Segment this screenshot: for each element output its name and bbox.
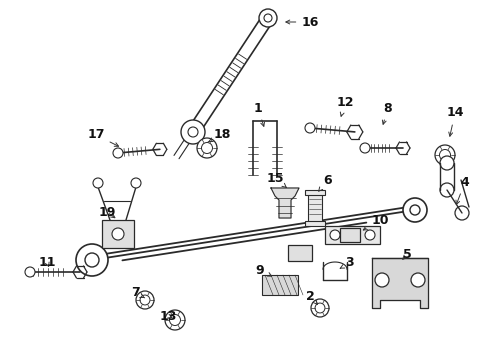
Text: 5: 5 <box>402 248 410 261</box>
Circle shape <box>314 303 325 313</box>
Circle shape <box>181 120 204 144</box>
Circle shape <box>169 315 180 325</box>
Circle shape <box>85 253 99 267</box>
Text: 7: 7 <box>130 287 144 300</box>
Text: 12: 12 <box>336 96 353 116</box>
Text: 18: 18 <box>207 129 230 142</box>
Circle shape <box>112 228 124 240</box>
Bar <box>287 245 311 261</box>
Circle shape <box>364 230 374 240</box>
Circle shape <box>201 143 212 153</box>
Text: 1: 1 <box>253 102 264 126</box>
Circle shape <box>439 149 449 161</box>
Circle shape <box>187 127 198 137</box>
Text: 3: 3 <box>340 256 354 270</box>
Polygon shape <box>371 258 427 308</box>
Bar <box>262 275 297 295</box>
Circle shape <box>76 244 108 276</box>
Circle shape <box>264 14 271 22</box>
Text: 2: 2 <box>305 289 317 304</box>
Circle shape <box>439 156 453 170</box>
Text: 8: 8 <box>382 102 391 124</box>
Text: 14: 14 <box>446 107 463 136</box>
Circle shape <box>329 230 339 240</box>
Circle shape <box>310 299 328 317</box>
Bar <box>325 226 379 244</box>
Circle shape <box>197 138 217 158</box>
Circle shape <box>374 273 388 287</box>
Polygon shape <box>270 188 298 218</box>
Text: 10: 10 <box>363 213 388 230</box>
Bar <box>305 190 325 195</box>
Text: 19: 19 <box>98 206 116 219</box>
Circle shape <box>93 178 103 188</box>
Text: 11: 11 <box>38 256 56 269</box>
Text: 4: 4 <box>455 175 468 204</box>
Text: 16: 16 <box>285 15 318 28</box>
Circle shape <box>359 143 369 153</box>
Circle shape <box>402 198 426 222</box>
Circle shape <box>136 291 154 309</box>
Circle shape <box>454 206 468 220</box>
Circle shape <box>409 205 419 215</box>
Text: 17: 17 <box>87 129 118 146</box>
Bar <box>339 228 359 242</box>
Circle shape <box>131 178 141 188</box>
Circle shape <box>164 310 184 330</box>
Circle shape <box>410 273 424 287</box>
Bar <box>102 220 134 248</box>
Circle shape <box>113 148 123 158</box>
Circle shape <box>305 123 314 133</box>
Text: 15: 15 <box>265 171 286 188</box>
Circle shape <box>259 9 276 27</box>
Circle shape <box>140 295 150 305</box>
Circle shape <box>25 267 35 277</box>
Text: 13: 13 <box>159 310 176 323</box>
Circle shape <box>434 145 454 165</box>
Bar <box>307 194 321 222</box>
Text: 6: 6 <box>318 174 332 191</box>
Text: 9: 9 <box>255 264 271 276</box>
Bar <box>305 221 325 226</box>
Circle shape <box>439 183 453 197</box>
